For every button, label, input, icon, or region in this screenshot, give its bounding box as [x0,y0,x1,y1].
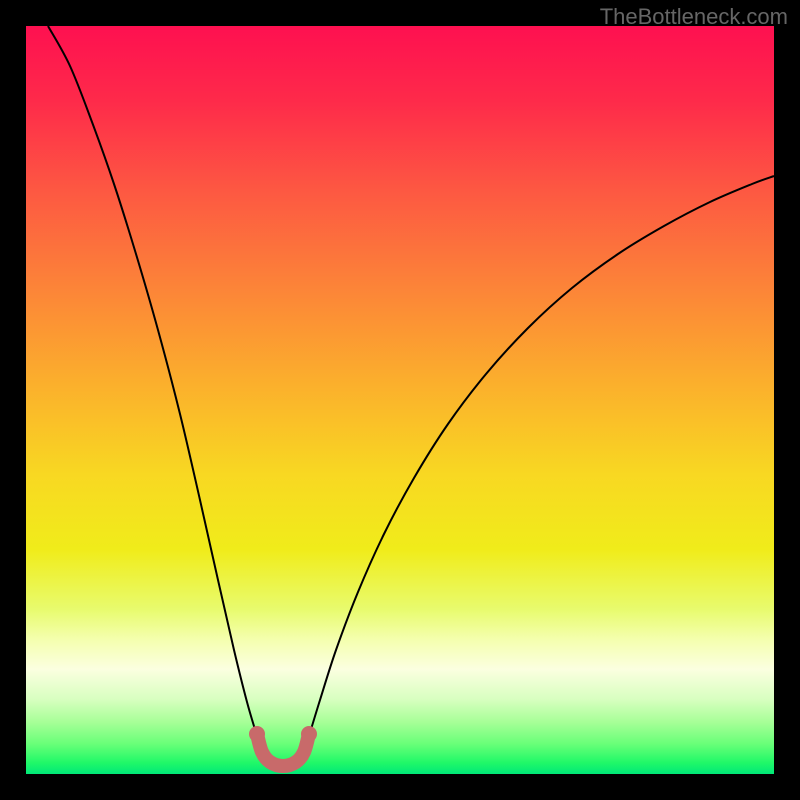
plot-background [26,26,774,774]
watermark-text: TheBottleneck.com [600,4,788,30]
chart-container: TheBottleneck.com [0,0,800,800]
bottleneck-chart [0,0,800,800]
marker-dot [249,726,265,742]
marker-dot [301,726,317,742]
